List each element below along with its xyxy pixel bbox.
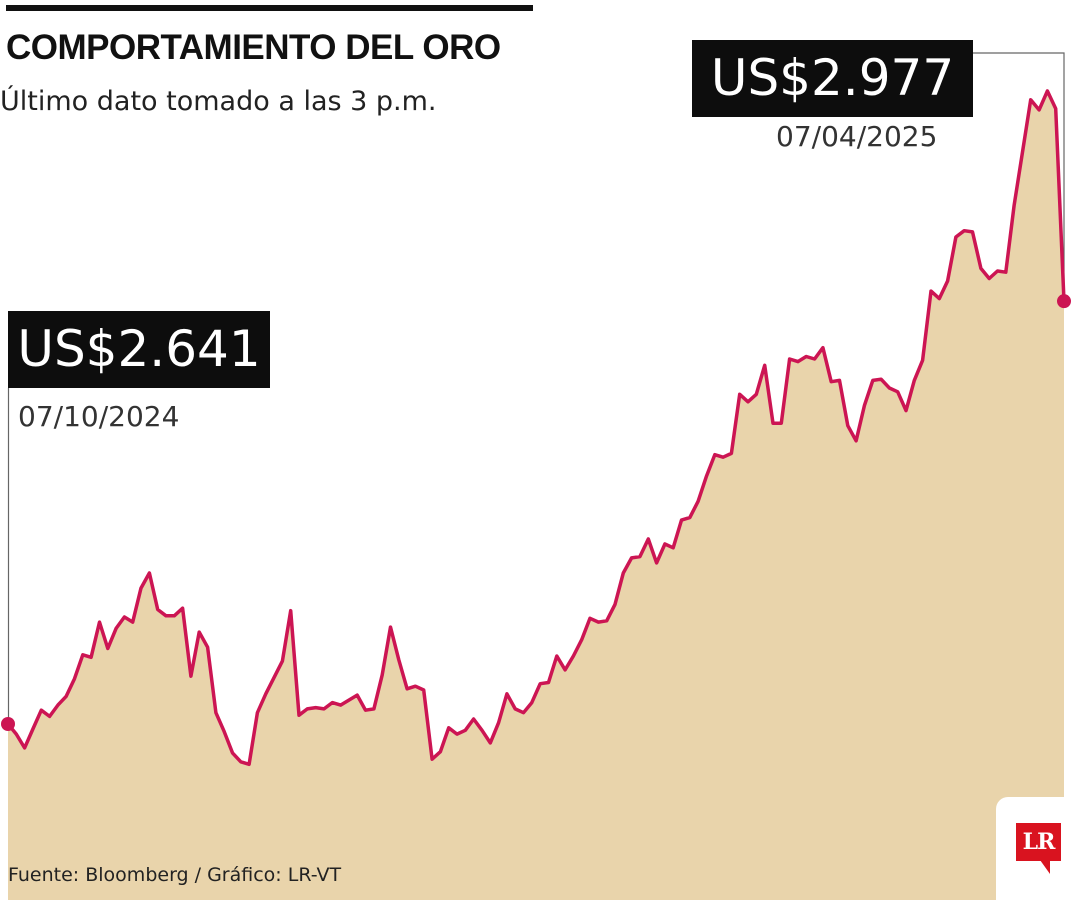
area-fill — [8, 91, 1064, 900]
start-date-label: 07/10/2024 — [18, 400, 180, 433]
start-point-marker — [1, 717, 15, 731]
series-line — [6, 89, 1066, 767]
lr-logo: LR — [1016, 823, 1061, 861]
chart-title: COMPORTAMIENTO DEL ORO — [6, 28, 501, 67]
end-point-marker — [1057, 294, 1071, 309]
end-value-callout: US$2.977 — [692, 40, 973, 117]
chart-subtitle: Último dato tomado a las 3 p.m. — [0, 86, 437, 117]
logo-tail-icon — [1040, 860, 1050, 874]
top-rule — [6, 5, 533, 11]
start-value-callout: US$2.641 — [8, 311, 270, 388]
leader-line-end — [973, 52, 1065, 302]
source-note: Fuente: Bloomberg / Gráfico: LR-VT — [8, 864, 342, 886]
end-date-label: 07/04/2025 — [776, 120, 938, 153]
